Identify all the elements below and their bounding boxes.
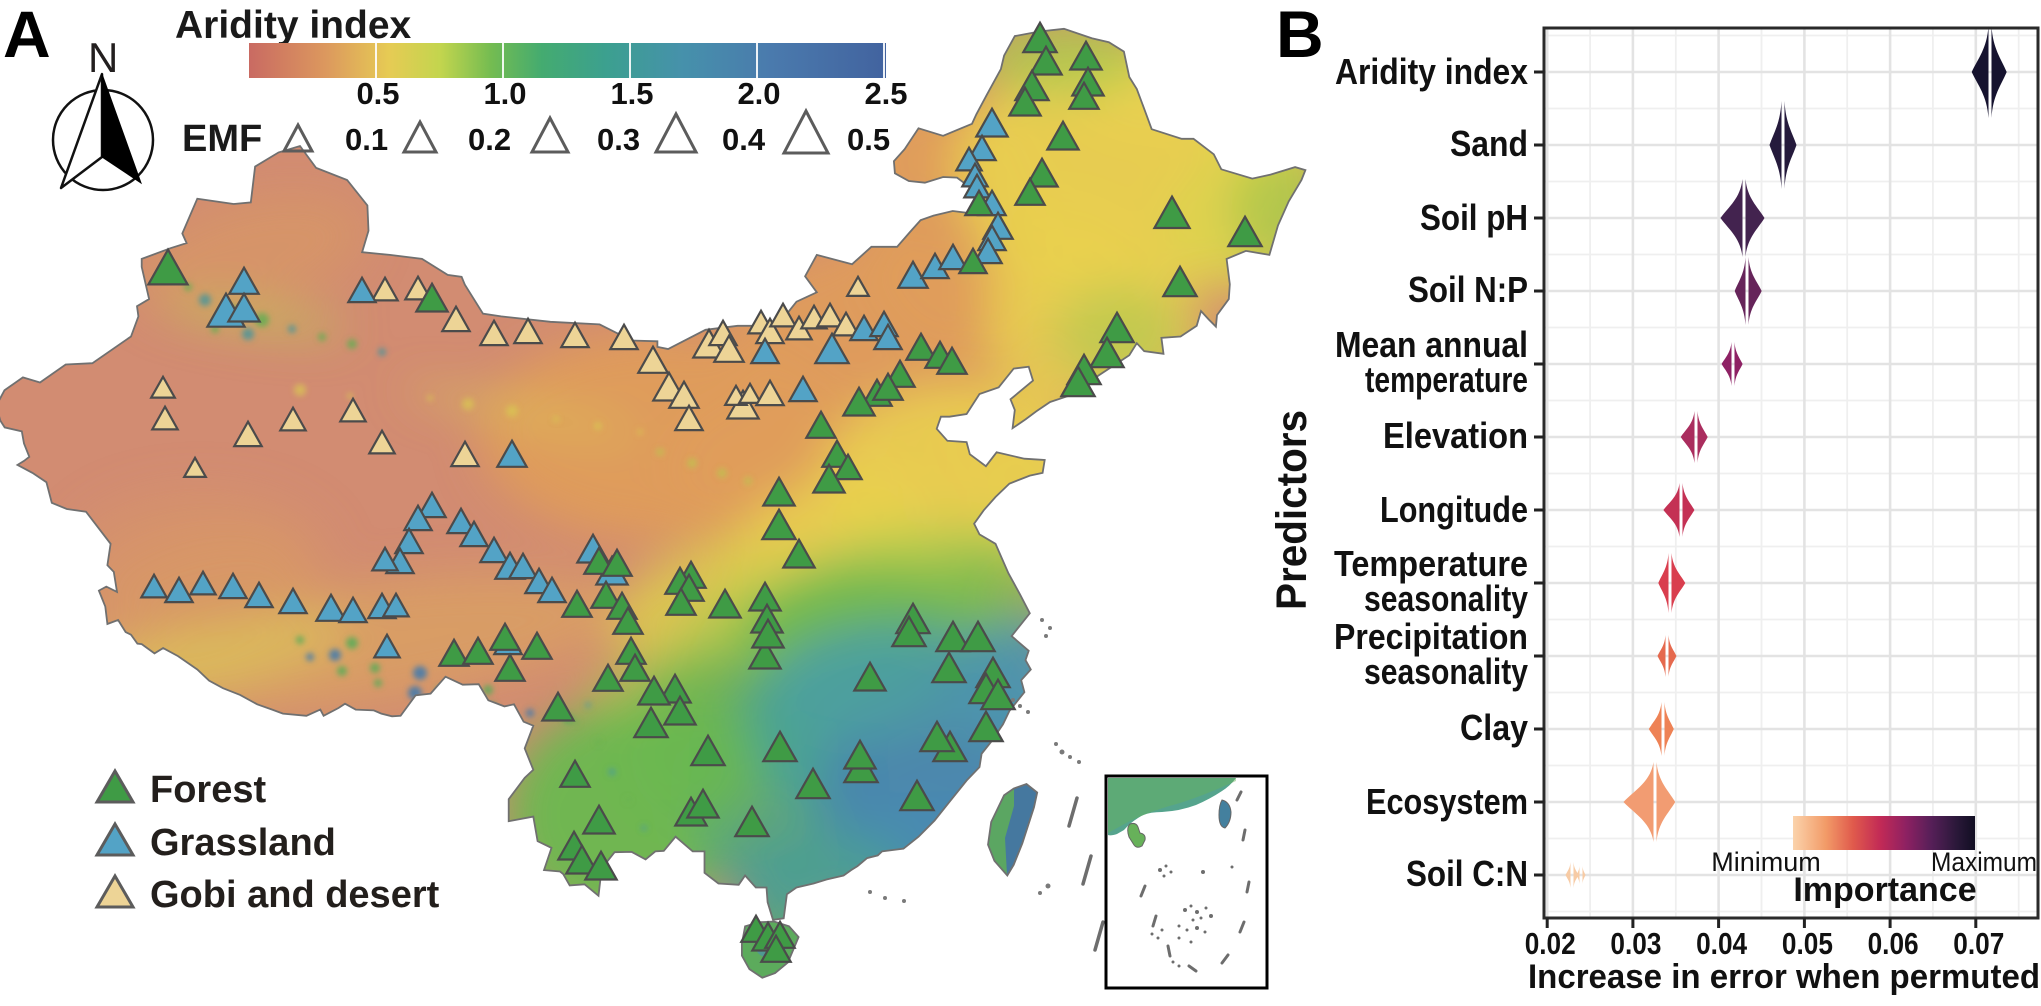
svg-text:0.1: 0.1 bbox=[345, 122, 388, 157]
svg-text:Forest: Forest bbox=[150, 769, 266, 811]
svg-text:Importance: Importance bbox=[1793, 871, 1976, 909]
svg-text:0.06: 0.06 bbox=[1868, 926, 1919, 961]
svg-text:Predictors: Predictors bbox=[1268, 410, 1316, 610]
svg-text:Aridity index: Aridity index bbox=[175, 4, 412, 47]
svg-text:temperature: temperature bbox=[1365, 359, 1528, 400]
svg-text:Grassland: Grassland bbox=[150, 822, 336, 864]
svg-text:0.2: 0.2 bbox=[468, 122, 511, 157]
svg-text:Sand: Sand bbox=[1450, 123, 1528, 164]
svg-text:Soil N:P: Soil N:P bbox=[1408, 269, 1528, 310]
svg-text:0.03: 0.03 bbox=[1610, 926, 1661, 961]
svg-text:0.05: 0.05 bbox=[1782, 926, 1833, 961]
svg-text:Elevation: Elevation bbox=[1383, 415, 1528, 456]
svg-text:0.5: 0.5 bbox=[847, 122, 890, 157]
svg-text:2.5: 2.5 bbox=[864, 76, 907, 111]
svg-text:A: A bbox=[3, 0, 51, 71]
svg-text:0.5: 0.5 bbox=[356, 76, 399, 111]
svg-text:Ecosystem: Ecosystem bbox=[1366, 781, 1528, 822]
svg-text:Clay: Clay bbox=[1460, 707, 1528, 748]
svg-text:Mean annual: Mean annual bbox=[1335, 324, 1528, 365]
svg-text:0.02: 0.02 bbox=[1525, 926, 1576, 961]
svg-text:Increase in error when permute: Increase in error when permuted bbox=[1528, 958, 2040, 996]
svg-text:Minimum: Minimum bbox=[1711, 847, 1821, 877]
svg-text:Gobi and desert: Gobi and desert bbox=[150, 874, 440, 916]
svg-text:Precipitation: Precipitation bbox=[1334, 616, 1528, 657]
svg-text:Soil C:N: Soil C:N bbox=[1406, 853, 1528, 894]
svg-text:1.5: 1.5 bbox=[610, 76, 653, 111]
svg-text:2.0: 2.0 bbox=[737, 76, 780, 111]
svg-text:B: B bbox=[1276, 0, 1324, 71]
svg-text:Maximum: Maximum bbox=[1931, 847, 2037, 877]
svg-text:seasonality: seasonality bbox=[1364, 651, 1528, 692]
svg-text:Temperature: Temperature bbox=[1334, 543, 1528, 584]
svg-text:Soil pH: Soil pH bbox=[1420, 197, 1528, 238]
svg-text:0.07: 0.07 bbox=[1953, 926, 2004, 961]
svg-text:N: N bbox=[88, 34, 118, 81]
svg-text:0.4: 0.4 bbox=[722, 122, 766, 157]
svg-text:1.0: 1.0 bbox=[483, 76, 526, 111]
svg-text:0.04: 0.04 bbox=[1696, 926, 1748, 961]
svg-text:Aridity index: Aridity index bbox=[1335, 51, 1528, 92]
svg-text:seasonality: seasonality bbox=[1364, 578, 1528, 619]
svg-text:Longitude: Longitude bbox=[1380, 489, 1528, 530]
svg-text:EMF: EMF bbox=[182, 118, 262, 160]
svg-text:0.3: 0.3 bbox=[597, 122, 640, 157]
